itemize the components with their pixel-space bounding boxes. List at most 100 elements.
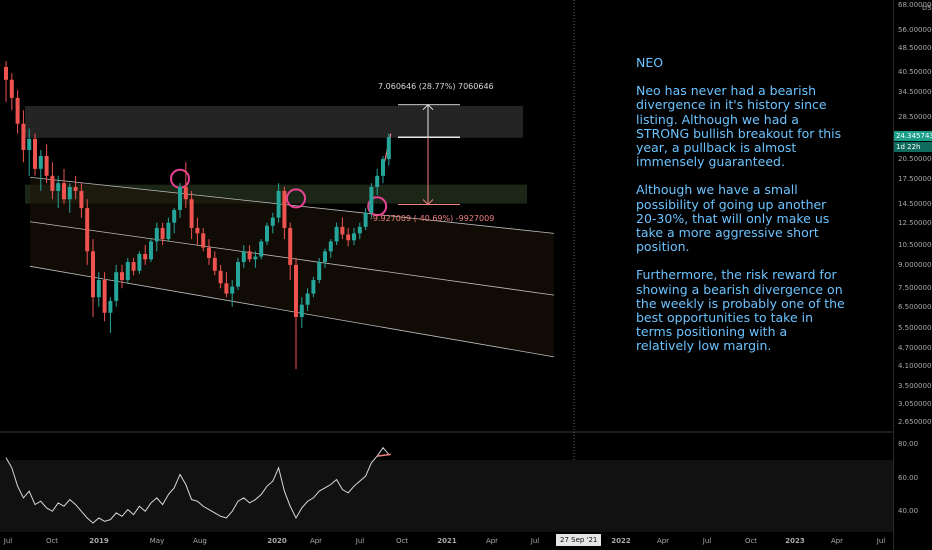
time-tick: Jul <box>3 537 13 545</box>
candle-body <box>183 186 188 200</box>
candle-body <box>346 234 351 241</box>
time-tick: Jul <box>530 537 540 545</box>
candle-body <box>369 186 374 213</box>
candle-body <box>120 272 124 281</box>
candle-body <box>143 253 148 260</box>
candle-body <box>73 186 78 191</box>
candle-body <box>172 209 177 223</box>
candle-body <box>62 183 66 200</box>
time-tick: Apr <box>309 537 323 545</box>
candle-body <box>288 227 293 265</box>
price-tick: 9.000000 <box>898 260 932 269</box>
time-tick: 2020 <box>267 537 287 545</box>
price-tick: 20.500000 <box>898 155 932 164</box>
candle-body <box>108 300 113 313</box>
candle-body <box>218 270 223 284</box>
candle-body <box>33 138 37 169</box>
candle-body <box>224 283 229 294</box>
measure-up-label: 7.060646 (28.77%) 7060646 <box>378 82 494 91</box>
current-price-badge: 24.345743 <box>894 131 932 141</box>
candle-body <box>247 251 252 260</box>
price-tick: 12.500000 <box>898 218 932 227</box>
candle-body <box>305 293 310 305</box>
time-tick: Apr <box>485 537 499 545</box>
price-axis[interactable]: 68.000000 56.000000 48.500000 40.500000 34.5… <box>893 0 932 550</box>
candle-body <box>311 280 316 294</box>
price-tick: 40.500000 <box>898 67 932 76</box>
price-chart[interactable] <box>0 0 893 550</box>
candle-body <box>178 186 182 210</box>
candle-body <box>282 190 287 228</box>
candle-body <box>207 247 211 258</box>
candle-body <box>386 137 391 160</box>
candle-body <box>299 304 304 317</box>
candle-body <box>276 190 281 218</box>
countdown-badge: 1d 22h <box>894 142 932 152</box>
price-tick: 3.500000 <box>898 382 932 391</box>
candle-body <box>201 233 206 248</box>
candle-body <box>21 123 26 151</box>
rsi-line <box>5 446 390 524</box>
rsi-tick: 80.00 <box>898 440 919 449</box>
price-tick: 2.650000 <box>898 418 932 426</box>
candle-body <box>102 280 107 313</box>
candle-body <box>334 226 339 242</box>
candle-body <box>4 66 8 80</box>
candle-body <box>317 262 322 281</box>
candle-body <box>363 212 368 227</box>
measure-down-label: -9.927009 (-40.69%) -9927009 <box>370 214 495 223</box>
candle-body <box>340 226 345 235</box>
rsi-tick: 40.00 <box>898 507 919 516</box>
time-tick: Apr <box>830 537 844 545</box>
candle-body <box>79 190 84 209</box>
candle-body <box>38 155 43 169</box>
rsi-divergence-line <box>377 453 391 457</box>
candle-body <box>131 262 136 271</box>
candle-body <box>50 175 55 191</box>
rsi-tick: 60.00 <box>898 473 919 482</box>
note-title: NEO <box>636 55 664 70</box>
price-tick: 4.100000 <box>898 361 932 370</box>
price-tick: 28.500000 <box>898 112 932 121</box>
crosshair-date: 27 Sep '21 <box>556 534 602 546</box>
candle-body <box>381 159 385 176</box>
price-tick: 68.000000 <box>898 1 932 9</box>
candle-body <box>91 251 95 298</box>
time-tick: 2021 <box>437 537 457 545</box>
candle-body <box>253 256 258 260</box>
candle-body <box>44 155 49 176</box>
price-tick: 10.500000 <box>898 241 932 250</box>
candle-body <box>357 226 362 234</box>
time-tick: Oct <box>395 537 409 545</box>
price-tick: 5.500000 <box>898 324 932 333</box>
candle-body <box>125 262 130 281</box>
candle-body <box>96 280 101 298</box>
price-tick: 48.500000 <box>898 44 932 53</box>
candle-body <box>9 79 14 98</box>
candle-body <box>67 186 72 200</box>
candle-body <box>270 217 275 226</box>
candle-body <box>294 264 298 317</box>
time-tick: Oct <box>45 537 59 545</box>
currency-label: USD <box>922 4 932 12</box>
channel-fill <box>30 177 554 357</box>
price-tick: 34.500000 <box>898 88 932 97</box>
candle-body <box>15 97 20 124</box>
time-tick: Apr <box>656 537 670 545</box>
candle-body <box>375 175 380 187</box>
note-paragraph-1: Neo has never had a bearish divergence i… <box>636 83 842 170</box>
time-tick: 2022 <box>611 537 631 545</box>
candle-body <box>166 222 171 240</box>
time-tick: Oct <box>744 537 758 545</box>
time-tick: Jul <box>702 537 712 545</box>
candle-body <box>27 138 32 151</box>
candle-body <box>323 251 327 263</box>
candle-body <box>137 253 142 271</box>
arrow-head-up <box>422 104 434 111</box>
candle-body <box>230 286 235 294</box>
channel-upper-line <box>29 176 555 234</box>
candle-body <box>241 251 246 263</box>
price-tick: 7.500000 <box>898 284 932 293</box>
note-paragraph-2: Although we have a small possibility of … <box>636 182 830 255</box>
time-tick: Jul <box>876 537 886 545</box>
